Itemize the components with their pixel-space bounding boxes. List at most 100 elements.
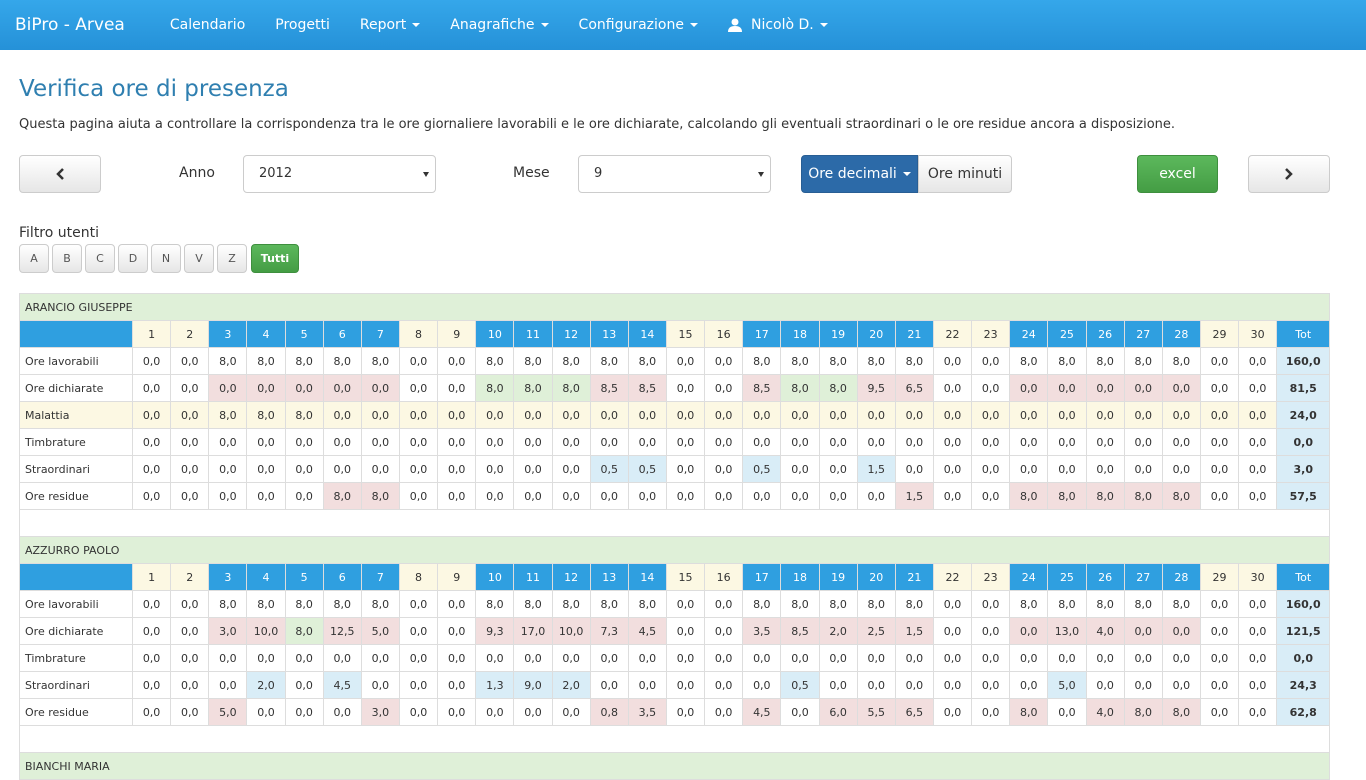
hours-cell: 0,0 (971, 347, 1011, 375)
filter-button[interactable]: V (184, 244, 214, 273)
day-header: 17 (742, 563, 782, 591)
hours-cell: 0,0 (589, 401, 629, 429)
nav-item[interactable]: Anagrafiche (435, 17, 563, 33)
day-header: 16 (704, 563, 744, 591)
hours-cell: 0,0 (170, 617, 210, 645)
hours-cell: 8,0 (208, 347, 248, 375)
hours-cell: 8,0 (360, 482, 400, 510)
hours-row: Ore dichiarate 0,0 0,0 0,0 0,0 0,0 0,0 0,0 0,0 0,… (19, 374, 1331, 402)
hours-cell: 8,0 (894, 347, 934, 375)
hours-cell: 0,0 (170, 428, 210, 456)
hours-cell: 0,0 (398, 374, 439, 402)
hours-cell: 0,0 (246, 374, 286, 402)
day-header: 4 (246, 563, 286, 591)
hours-cell: 0,0 (398, 644, 439, 672)
hours-cell: 0,0 (742, 482, 782, 510)
spacer-row (18, 509, 1331, 537)
hours-cell: 8,0 (475, 374, 515, 402)
row-total: 0,0 (1276, 428, 1331, 456)
hours-cell: 0,0 (170, 482, 210, 510)
hours-cell: 0,0 (513, 644, 553, 672)
hours-cell: 0,0 (971, 671, 1011, 699)
hours-cell: 0,0 (665, 482, 706, 510)
day-header: 19 (818, 563, 858, 591)
hours-cell: 8,0 (1009, 347, 1049, 375)
hours-cell: 8,0 (322, 590, 362, 618)
year-select[interactable]: 2012 (243, 155, 436, 193)
day-header: 9 (437, 563, 477, 591)
row-label: Straordinari (19, 455, 133, 483)
day-header: 30 (1238, 320, 1278, 348)
month-select[interactable]: 9 (578, 155, 771, 193)
filter-button[interactable]: A (19, 244, 49, 273)
hours-cell: 0,0 (894, 644, 934, 672)
brand[interactable]: BiPro - Arvea (15, 15, 125, 35)
filter-all-button[interactable]: Tutti (251, 244, 299, 273)
hours-cell: 0,0 (398, 347, 439, 375)
hours-cell: 6,0 (818, 698, 858, 726)
row-total: 160,0 (1276, 347, 1331, 375)
filter-button[interactable]: Z (217, 244, 247, 273)
mode-minutes-button[interactable]: Ore minuti (918, 155, 1012, 193)
chevron-right (1285, 168, 1293, 180)
hours-cell: 0,0 (627, 644, 667, 672)
hours-cell: 0,0 (284, 698, 324, 726)
filter-button[interactable]: D (118, 244, 148, 273)
hours-cell: 0,0 (1085, 671, 1125, 699)
hours-cell: 0,0 (1161, 617, 1201, 645)
hours-cell: 0,0 (131, 455, 172, 483)
hours-cell: 0,0 (742, 428, 782, 456)
hours-cell: 0,0 (971, 617, 1011, 645)
filter-button[interactable]: C (85, 244, 115, 273)
hours-cell: 8,0 (475, 590, 515, 618)
hours-cell: 0,0 (1123, 455, 1163, 483)
hours-cell: 0,0 (971, 698, 1011, 726)
filter-button[interactable]: N (151, 244, 181, 273)
hours-cell: 0,0 (437, 347, 477, 375)
day-header: 25 (1047, 563, 1087, 591)
hours-cell: 4,0 (1085, 617, 1125, 645)
day-header: 7 (360, 320, 400, 348)
hours-cell: 0,0 (1238, 590, 1278, 618)
nav-item[interactable]: Configurazione (564, 17, 713, 33)
nav-item[interactable]: Progetti (275, 17, 330, 33)
hours-row: Malattia 0,0 0,0 8,0 8,0 8,0 0,0 0,0 0,0 0,0 0,0 0,… (19, 401, 1331, 429)
hours-cell: 0,0 (971, 428, 1011, 456)
hours-cell: 0,0 (1161, 428, 1201, 456)
hours-cell: 0,0 (551, 644, 591, 672)
day-header: 15 (665, 320, 706, 348)
hours-cell: 0,0 (246, 455, 286, 483)
hours-cell: 8,0 (742, 590, 782, 618)
hours-cell: 8,0 (246, 347, 286, 375)
day-header: 21 (894, 563, 934, 591)
hours-cell: 0,0 (1085, 644, 1125, 672)
prev-button[interactable] (19, 155, 101, 193)
hours-cell: 4,5 (322, 671, 362, 699)
hours-cell: 8,0 (513, 347, 553, 375)
hours-cell: 0,0 (1199, 590, 1240, 618)
hours-cell: 0,0 (665, 617, 706, 645)
hours-cell: 0,0 (780, 455, 820, 483)
hours-cell: 10,0 (551, 617, 591, 645)
mode-decimal-button[interactable]: Ore decimali (801, 155, 918, 193)
hours-cell: 0,0 (1238, 644, 1278, 672)
day-header: 28 (1161, 320, 1201, 348)
hours-cell: 0,0 (475, 482, 515, 510)
hours-cell: 8,0 (513, 374, 553, 402)
hours-cell: 3,0 (360, 698, 400, 726)
user-menu[interactable]: Nicolò D. (713, 17, 843, 33)
hours-cell: 8,5 (742, 374, 782, 402)
hours-cell: 5,5 (856, 698, 896, 726)
excel-button[interactable]: excel (1137, 155, 1218, 193)
nav-item[interactable]: Report (345, 17, 435, 33)
hours-cell: 0,0 (284, 374, 324, 402)
filter-button[interactable]: B (52, 244, 82, 273)
spacer (18, 725, 1331, 753)
hours-cell: 8,0 (360, 590, 400, 618)
hours-cell: 0,0 (1161, 455, 1201, 483)
hours-cell: 0,0 (665, 590, 706, 618)
nav-item[interactable]: Calendario (169, 17, 246, 33)
hours-cell: 0,0 (131, 671, 172, 699)
row-total: 121,5 (1276, 617, 1331, 645)
next-button[interactable] (1248, 155, 1330, 193)
